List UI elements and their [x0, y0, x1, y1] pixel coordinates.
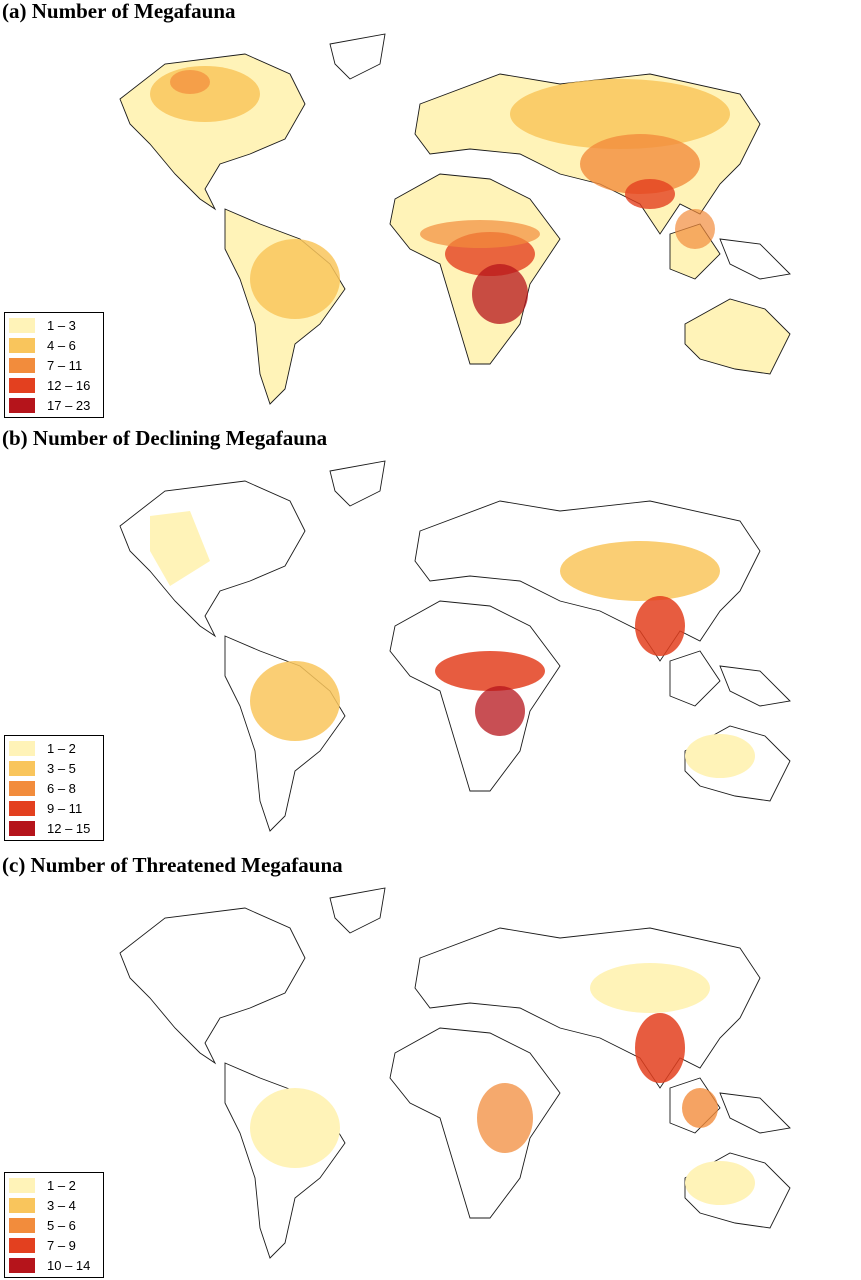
richness-hotspots [150, 66, 730, 324]
map-legend: 1 – 3 4 – 6 7 – 11 12 – 16 17 – 23 [4, 312, 104, 418]
legend-swatch [9, 740, 35, 756]
world-map [119, 460, 791, 832]
legend-label: 3 – 5 [47, 760, 76, 776]
legend-label: 1 – 2 [47, 740, 76, 756]
legend-swatch [9, 760, 35, 776]
legend-swatch [9, 780, 35, 796]
legend-label: 6 – 8 [47, 780, 76, 796]
legend-item: 12 – 15 [9, 818, 97, 838]
legend-label: 3 – 4 [47, 1197, 76, 1213]
panel-declining-megafauna: (b) Number of Declining Megafauna 1 – 2 … [0, 427, 861, 853]
legend-swatch [9, 1177, 35, 1193]
legend-label: 7 – 9 [47, 1237, 76, 1253]
richness-hotspots [150, 511, 755, 778]
panel-megafauna: (a) Number of Megafauna 1 – 3 4 – 6 7 – … [0, 0, 861, 426]
legend-label: 7 – 11 [47, 357, 83, 373]
richness-hotspots [250, 963, 755, 1205]
legend-label: 10 – 14 [47, 1257, 91, 1273]
legend-swatch [9, 1217, 35, 1233]
panel-threatened-megafauna: (c) Number of Threatened Megafauna 1 – 2… [0, 854, 861, 1280]
world-map [0, 24, 861, 424]
world-map [119, 887, 791, 1259]
legend-item: 17 – 23 [9, 395, 97, 415]
legend-item: 3 – 5 [9, 758, 97, 778]
legend-swatch [9, 337, 35, 353]
legend-item: 1 – 2 [9, 1175, 97, 1195]
legend-item: 12 – 16 [9, 375, 97, 395]
map-legend: 1 – 2 3 – 4 5 – 6 7 – 9 10 – 14 [4, 1172, 104, 1278]
legend-swatch [9, 800, 35, 816]
legend-label: 17 – 23 [47, 397, 91, 413]
legend-swatch [9, 377, 35, 393]
legend-swatch [9, 1197, 35, 1213]
legend-item: 1 – 3 [9, 315, 97, 335]
legend-swatch [9, 317, 35, 333]
legend-item: 3 – 4 [9, 1195, 97, 1215]
legend-swatch [9, 820, 35, 836]
legend-swatch [9, 357, 35, 373]
legend-swatch [9, 1257, 35, 1273]
panel-title: (c) Number of Threatened Megafauna [2, 853, 343, 877]
legend-item: 6 – 8 [9, 778, 97, 798]
panel-title: (a) Number of Megafauna [2, 0, 236, 23]
legend-label: 4 – 6 [47, 337, 76, 353]
legend-item: 9 – 11 [9, 798, 97, 818]
legend-item: 5 – 6 [9, 1215, 97, 1235]
legend-item: 4 – 6 [9, 335, 97, 355]
legend-label: 1 – 2 [47, 1177, 76, 1193]
legend-swatch [9, 397, 35, 413]
panel-title: (b) Number of Declining Megafauna [2, 426, 328, 450]
legend-item: 7 – 11 [9, 355, 97, 375]
legend-swatch [9, 1237, 35, 1253]
legend-label: 9 – 11 [47, 800, 83, 816]
legend-item: 10 – 14 [9, 1255, 97, 1275]
legend-item: 1 – 2 [9, 738, 97, 758]
legend-item: 7 – 9 [9, 1235, 97, 1255]
legend-label: 5 – 6 [47, 1217, 76, 1233]
legend-label: 12 – 16 [47, 377, 91, 393]
legend-label: 1 – 3 [47, 317, 76, 333]
legend-label: 12 – 15 [47, 820, 91, 836]
map-legend: 1 – 2 3 – 5 6 – 8 9 – 11 12 – 15 [4, 735, 104, 841]
